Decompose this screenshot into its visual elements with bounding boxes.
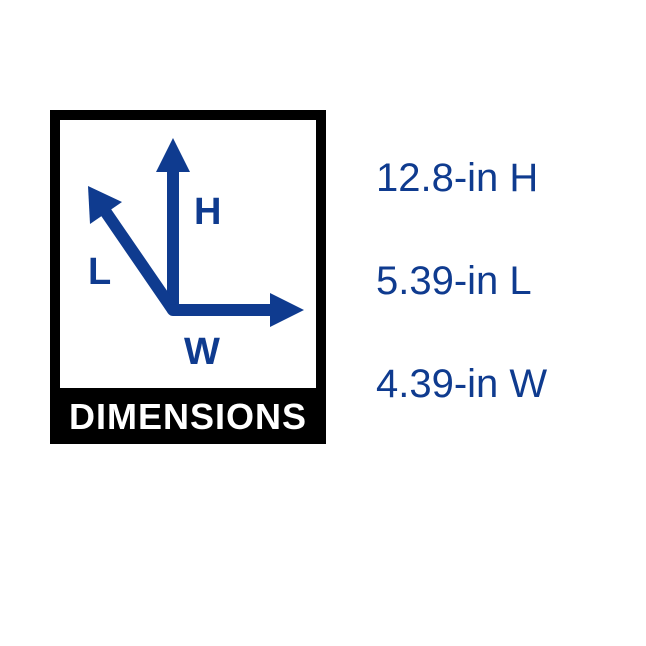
axis-label-l: L <box>88 251 111 293</box>
dimension-values-list: 12.8-in H 5.39-in L 4.39-in W <box>376 148 547 407</box>
axis-label-w: W <box>184 331 220 373</box>
dimensions-badge: H L W DIMENSIONS <box>50 110 326 444</box>
dimension-width: 4.39-in W <box>376 362 547 407</box>
axis-label-h: H <box>194 191 221 233</box>
dimension-length: 5.39-in L <box>376 259 547 304</box>
dimension-height: 12.8-in H <box>376 156 547 201</box>
arrows-box: H L W <box>60 120 316 388</box>
badge-label: DIMENSIONS <box>60 388 316 440</box>
axes-arrows-icon: H L W <box>60 120 316 388</box>
dimensions-infographic: H L W DIMENSIONS 12.8-in H 5.39-in L 4.3… <box>0 0 646 554</box>
